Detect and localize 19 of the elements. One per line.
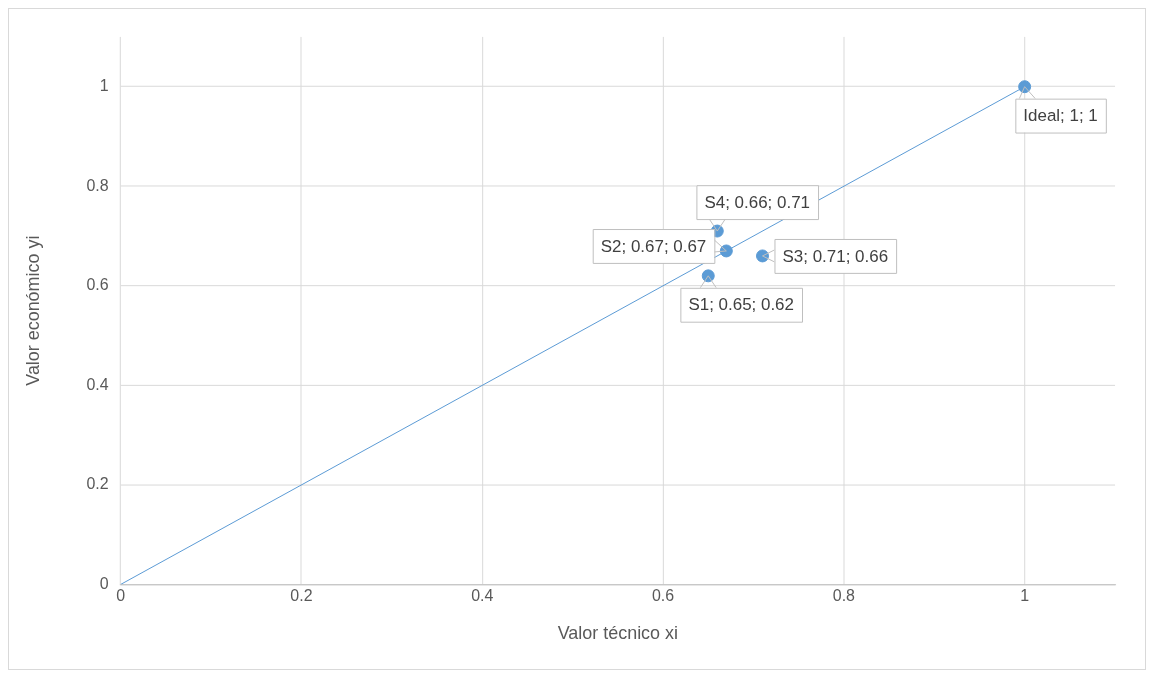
x-tick-label: 0.8 [832, 587, 856, 605]
y-tick-label: 0 [99, 574, 109, 592]
x-tick-label: 0.4 [471, 587, 494, 605]
x-axis-title: Valor técnico xi [557, 623, 679, 644]
x-tick-label: 1 [1020, 587, 1030, 605]
x-tick-label: 0 [116, 587, 126, 605]
y-tick-label: 1 [99, 77, 109, 95]
data-label: Ideal; 1; 1 [1023, 106, 1098, 126]
y-tick-label: 0.6 [86, 276, 109, 294]
y-axis-title: Valor económico yi [22, 235, 43, 386]
data-label: S1; 0.65; 0.62 [688, 295, 794, 315]
x-tick-label: 0.2 [290, 587, 313, 605]
data-label: S2; 0.67; 0.67 [600, 236, 707, 256]
data-label: S3; 0.71; 0.66 [782, 246, 889, 266]
x-tick-label: 0.6 [651, 587, 675, 605]
y-tick-label: 0.8 [86, 176, 109, 194]
y-tick-label: 0.4 [86, 375, 109, 393]
y-tick-label: 0.2 [86, 475, 109, 493]
data-label: S4; 0.66; 0.71 [704, 192, 810, 212]
